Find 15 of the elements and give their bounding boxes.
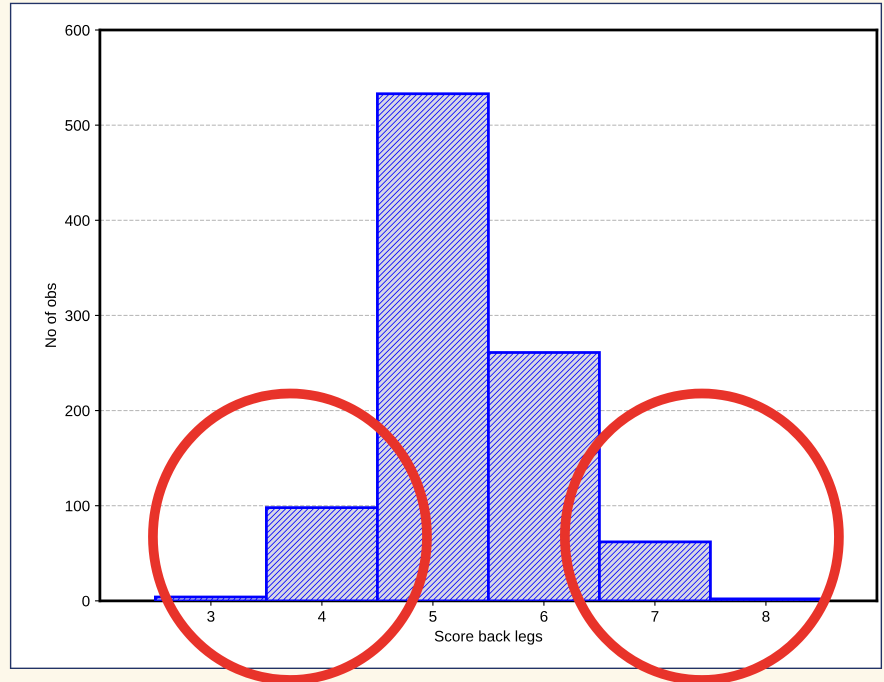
x-axis-title: Score back legs <box>434 630 542 645</box>
x-tick-label: 3 <box>207 610 214 622</box>
x-tick-label: 6 <box>540 610 548 622</box>
y-tick-label: 500 <box>65 120 90 131</box>
y-tick-label: 400 <box>65 215 90 226</box>
y-tick-label: 300 <box>65 310 90 322</box>
y-tick-label: 100 <box>66 500 90 512</box>
y-tick-label: 600 <box>65 24 90 36</box>
y-tick-label: 0 <box>82 596 90 607</box>
x-tick-label: 5 <box>429 611 437 622</box>
x-tick-label: 4 <box>318 611 326 622</box>
x-tick-label: 8 <box>762 610 770 622</box>
y-tick-label: 200 <box>65 405 90 416</box>
y-axis-title: No of obs <box>44 283 56 347</box>
x-tick-label: 7 <box>651 611 658 622</box>
